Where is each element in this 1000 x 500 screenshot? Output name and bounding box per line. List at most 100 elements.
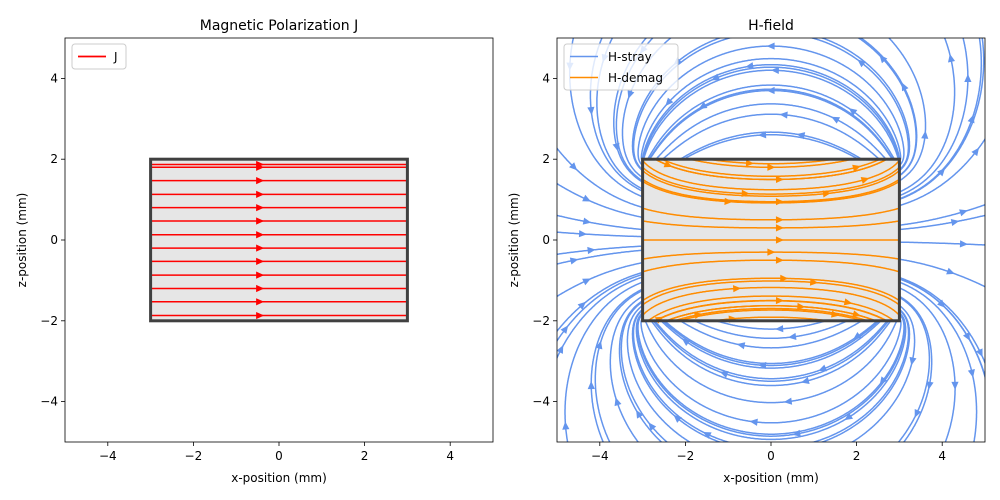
hstray-streamline-arrow [921, 130, 929, 139]
hstray-streamline [594, 290, 643, 442]
hstray-streamline [557, 262, 642, 298]
hdemag-streamline-arrow [775, 224, 784, 232]
magnet-body [150, 159, 408, 321]
hstray-streamline [557, 273, 643, 343]
hstray-streamline-arrow [587, 106, 595, 116]
hstray-streamline-arrow [853, 331, 862, 340]
hfield-xtick-label: −2 [677, 449, 695, 463]
hdemag-streamline-arrow [767, 163, 776, 171]
hstray-streamline-arrow [648, 422, 657, 431]
j-arrow [256, 190, 265, 198]
hstray-streamline [620, 301, 669, 442]
hstray-streamline [859, 38, 918, 177]
polarization-ytick-label: 4 [50, 71, 58, 85]
hstray-streamline-arrow [766, 86, 775, 95]
hstray-streamline [640, 57, 902, 162]
hstray-streamline-arrow [719, 371, 729, 378]
hdemag-streamline-arrow [831, 310, 840, 318]
hstray-streamline [640, 318, 902, 424]
hstray-streamline [899, 38, 956, 193]
hstray-streamline-arrow [783, 397, 793, 405]
hstray-streamline [899, 258, 985, 288]
hdemag-streamline-arrow [775, 175, 784, 184]
hstray-streamline [662, 320, 880, 367]
hstray-streamline-arrow [560, 325, 569, 334]
hstray-streamline [655, 103, 887, 160]
hdemag-streamline [642, 277, 900, 301]
magnet-outline [641, 157, 901, 323]
legend-hdemag-label: H-demag [608, 71, 663, 85]
j-arrow [256, 311, 265, 320]
legend-hstray-label: H-stray [608, 50, 652, 64]
hdemag-streamline-arrow [780, 274, 789, 282]
hstray-streamline-arrow [681, 338, 691, 347]
hstray-streamline-arrow [879, 376, 888, 385]
hdemag-streamline-arrow [741, 189, 750, 197]
hdemag-streamline [708, 158, 834, 165]
hstray-streamline [899, 287, 956, 442]
hdemag-streamline [661, 158, 881, 177]
j-arrow [256, 217, 265, 225]
hstray-streamline-arrow [901, 82, 909, 92]
hstray-streamline [557, 182, 642, 218]
hstray-streamline-arrow [946, 267, 955, 275]
hstray-streamline [631, 38, 911, 172]
hstray-streamline [900, 203, 985, 226]
hstray-streamline [662, 113, 880, 160]
hdemag-streamline [642, 220, 900, 229]
hstray-streamline-arrow [665, 97, 674, 106]
hstray-streamline [641, 63, 901, 160]
hfield-ytick-label: 0 [542, 233, 550, 247]
hstray-streamline [644, 321, 898, 404]
hfield-xtick-label: 0 [767, 449, 775, 463]
hstray-streamline-arrow [614, 397, 622, 407]
hstray-streamline [653, 320, 888, 380]
hdemag-streamline [666, 304, 876, 322]
hstray-streamline-arrow [909, 356, 917, 366]
j-arrow [256, 244, 265, 252]
polarization-plot-area [149, 157, 409, 323]
hdemag-streamline [642, 286, 900, 316]
polarization-xlabel: x-position (mm) [231, 471, 327, 485]
hstray-streamline [618, 300, 663, 442]
hstray-streamline [650, 320, 891, 387]
hdemag-streamline-arrow [852, 164, 861, 172]
hstray-streamline [661, 320, 882, 369]
j-arrow [256, 257, 265, 266]
hstray-streamline-arrow [587, 381, 595, 390]
hstray-streamline-arrow [627, 89, 635, 99]
hstray-streamline-arrow [937, 299, 946, 308]
polarization-xtick-label: −4 [99, 449, 117, 463]
hdemag-streamline [655, 158, 887, 181]
hfield-xtick-label: 2 [853, 449, 861, 463]
hstray-streamline-arrow [844, 412, 854, 421]
hfield-ylabel: z-position (mm) [507, 193, 521, 288]
j-arrow [256, 160, 265, 169]
hstray-streamline [632, 38, 910, 171]
hstray-streamline [557, 276, 643, 360]
hstray-streamline-arrow [758, 131, 767, 139]
magnet-outline [149, 157, 409, 323]
hstray-streamline [899, 137, 985, 207]
hdemag-streamline-arrow [745, 159, 754, 167]
hstray-streamline [557, 214, 642, 231]
hstray-streamline [635, 312, 907, 441]
hstray-streamline-arrow [800, 377, 810, 384]
hstray-streamline [626, 305, 916, 442]
hstray-streamline-arrow [818, 364, 828, 372]
hdemag-streamline [642, 180, 900, 204]
hfield-panel: H-field −4 −2 0 2 4 −4 −2 0 2 4 x-position (mm) z… [507, 18, 986, 485]
hstray-streamline [642, 69, 900, 159]
hfield-plot-area [557, 38, 985, 442]
hdemag-streamline [648, 295, 894, 322]
hstray-streamline-arrow [879, 54, 888, 64]
hstray-streamline [897, 296, 931, 442]
hdemag-streamline-arrow [860, 177, 870, 184]
polarization-ytick-label: 2 [50, 152, 58, 166]
hstray-streamline-arrow [569, 257, 579, 265]
hdemag-streamline-arrow [767, 248, 776, 256]
hstray-streamline [557, 249, 642, 265]
hstray-streamline [899, 241, 985, 246]
hfield-ytick-label: −4 [532, 395, 550, 409]
hfield-ticks: −4 −2 0 2 4 −4 −2 0 2 4 [532, 71, 946, 463]
